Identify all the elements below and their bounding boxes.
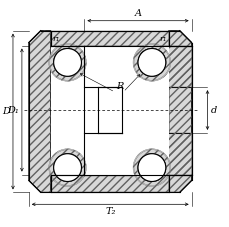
Text: D: D	[2, 107, 10, 116]
Circle shape	[53, 49, 81, 76]
Polygon shape	[50, 175, 168, 192]
Text: R: R	[116, 82, 123, 91]
Polygon shape	[50, 31, 168, 46]
Circle shape	[49, 44, 86, 81]
Circle shape	[49, 149, 86, 186]
Text: B: B	[106, 91, 113, 100]
Circle shape	[132, 149, 170, 186]
Circle shape	[132, 44, 170, 81]
Circle shape	[49, 44, 85, 80]
Bar	[84, 133, 191, 175]
Text: r₁: r₁	[52, 35, 60, 42]
Text: T₂: T₂	[105, 207, 115, 216]
Bar	[50, 46, 168, 175]
Text: d: d	[210, 106, 216, 115]
Bar	[84, 87, 98, 133]
Circle shape	[53, 154, 81, 181]
Circle shape	[134, 44, 169, 80]
Circle shape	[137, 154, 165, 181]
Bar	[84, 87, 122, 133]
Circle shape	[137, 154, 165, 181]
Text: D₁: D₁	[7, 106, 19, 115]
Bar	[84, 87, 98, 133]
Circle shape	[137, 49, 165, 76]
Polygon shape	[29, 31, 50, 192]
Bar	[84, 46, 191, 87]
Circle shape	[53, 49, 81, 76]
Bar	[84, 46, 191, 87]
Polygon shape	[168, 31, 191, 192]
Bar	[84, 87, 122, 133]
Bar	[84, 133, 191, 175]
Circle shape	[137, 49, 165, 76]
Bar	[98, 88, 122, 132]
Circle shape	[49, 150, 85, 185]
Text: r₁: r₁	[159, 35, 166, 42]
Circle shape	[53, 154, 81, 181]
Text: A: A	[134, 9, 141, 18]
Circle shape	[134, 150, 169, 185]
